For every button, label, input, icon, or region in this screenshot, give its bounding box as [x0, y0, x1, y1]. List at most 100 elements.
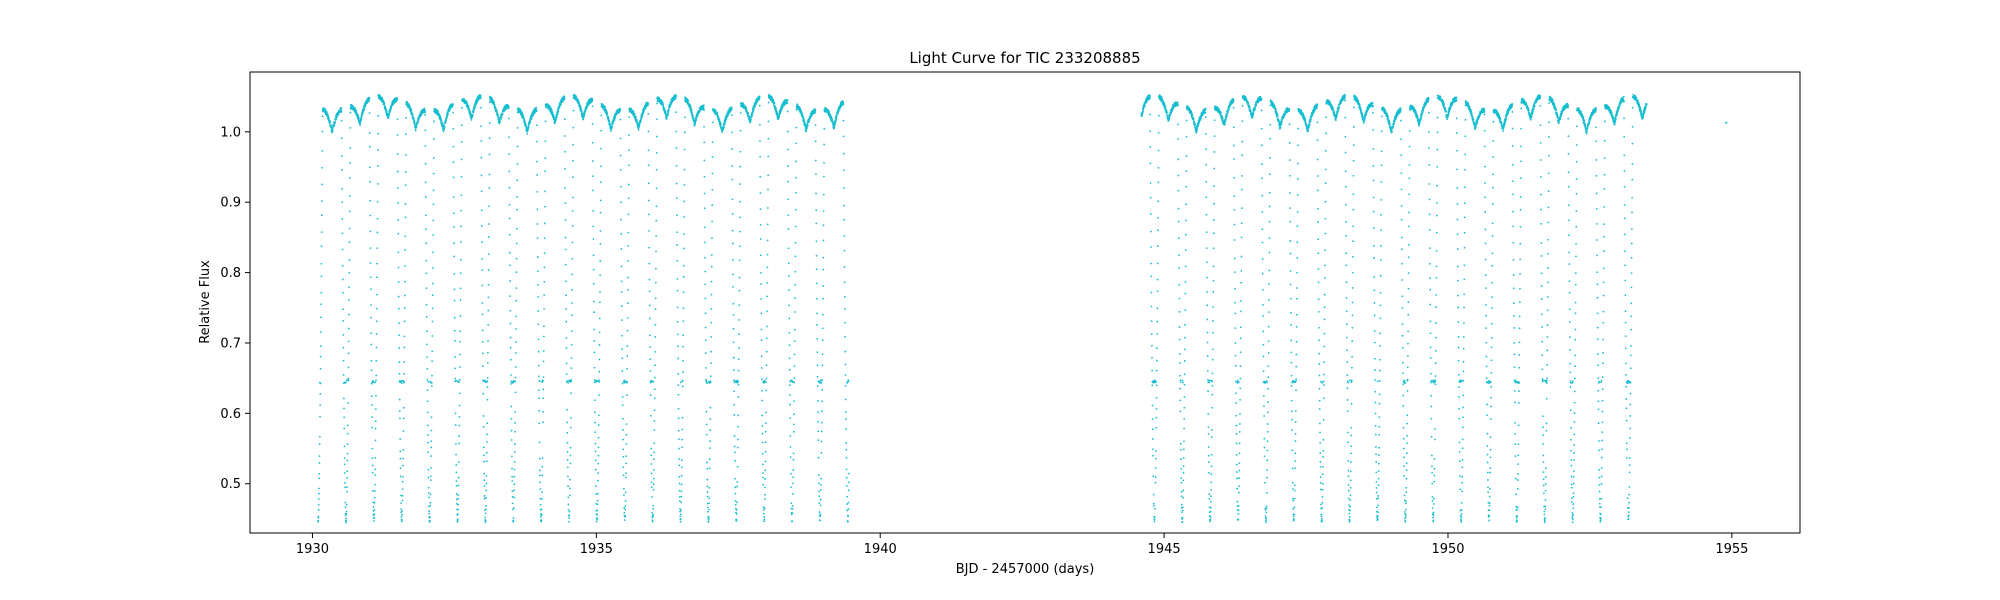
data-point — [481, 258, 483, 260]
data-point — [624, 491, 627, 494]
data-point — [823, 175, 825, 178]
data-point — [1177, 220, 1180, 223]
data-point — [333, 124, 336, 126]
data-point — [678, 489, 681, 492]
data-point — [760, 312, 763, 315]
data-point — [815, 297, 818, 300]
data-point — [568, 520, 570, 523]
data-point — [535, 110, 538, 112]
data-point — [570, 330, 573, 333]
data-point — [733, 445, 736, 448]
data-point — [1182, 496, 1185, 499]
data-point — [593, 300, 595, 303]
data-point — [762, 472, 764, 475]
data-point — [626, 355, 629, 357]
data-point — [563, 118, 566, 121]
data-point — [424, 181, 427, 184]
data-point — [1150, 305, 1153, 308]
data-point — [330, 125, 333, 128]
data-point — [619, 154, 622, 157]
data-point — [486, 361, 489, 364]
data-point — [414, 129, 417, 132]
data-point — [317, 498, 320, 500]
data-point — [571, 257, 574, 260]
data-point — [528, 122, 531, 125]
data-point — [620, 305, 623, 308]
data-point — [786, 130, 789, 133]
data-point — [766, 239, 769, 242]
data-point — [1204, 111, 1207, 114]
data-point — [842, 152, 845, 155]
data-point — [541, 498, 543, 500]
data-point — [374, 474, 376, 476]
data-point — [487, 269, 490, 271]
data-point — [703, 207, 706, 210]
data-point — [593, 399, 596, 402]
data-point — [508, 186, 511, 189]
data-point — [566, 408, 568, 411]
data-point — [539, 474, 541, 477]
data-point — [596, 503, 599, 506]
data-point — [511, 495, 514, 498]
data-point — [346, 424, 349, 427]
data-point — [844, 385, 847, 387]
data-point — [626, 288, 629, 291]
data-point — [371, 426, 374, 429]
data-point — [742, 103, 745, 106]
data-point — [706, 478, 709, 481]
data-point — [710, 280, 713, 283]
data-point — [801, 113, 804, 116]
data-point — [764, 441, 767, 444]
data-point — [569, 478, 571, 481]
data-point — [625, 423, 628, 426]
data-point — [567, 509, 570, 511]
data-point — [327, 117, 330, 120]
data-point — [679, 381, 682, 384]
data-point — [458, 424, 461, 427]
data-point — [678, 458, 681, 461]
data-point — [484, 519, 487, 522]
data-point — [648, 229, 651, 232]
data-point — [535, 124, 538, 127]
data-point — [344, 481, 346, 484]
data-point — [690, 109, 693, 112]
data-point — [401, 494, 404, 497]
data-point — [486, 377, 489, 379]
data-point — [680, 474, 683, 477]
data-point — [591, 100, 594, 103]
data-point — [349, 126, 352, 129]
data-point — [317, 519, 320, 522]
data-point — [513, 483, 516, 486]
data-point — [321, 166, 324, 169]
data-point — [1178, 267, 1180, 269]
data-point — [761, 425, 764, 427]
data-point — [454, 367, 457, 370]
data-point — [373, 496, 376, 499]
data-point — [556, 115, 558, 117]
data-point — [396, 98, 399, 101]
data-point — [650, 463, 653, 465]
data-point — [620, 280, 623, 283]
data-point — [398, 347, 401, 349]
data-point — [653, 442, 656, 445]
data-point — [691, 112, 694, 115]
data-point — [536, 174, 539, 176]
data-point — [655, 168, 658, 171]
data-point — [704, 352, 707, 355]
data-point — [399, 438, 402, 440]
data-point — [348, 241, 351, 244]
data-point — [459, 330, 462, 333]
data-point — [567, 475, 569, 478]
data-point — [494, 105, 496, 108]
data-point — [793, 328, 796, 331]
data-point — [385, 110, 388, 113]
data-point — [731, 212, 734, 215]
data-point — [432, 219, 435, 222]
data-point — [342, 373, 345, 376]
data-point — [1182, 448, 1185, 451]
data-point — [676, 244, 679, 246]
data-point — [765, 377, 768, 380]
data-point — [516, 145, 519, 148]
data-point — [794, 311, 796, 313]
data-point — [595, 520, 598, 523]
